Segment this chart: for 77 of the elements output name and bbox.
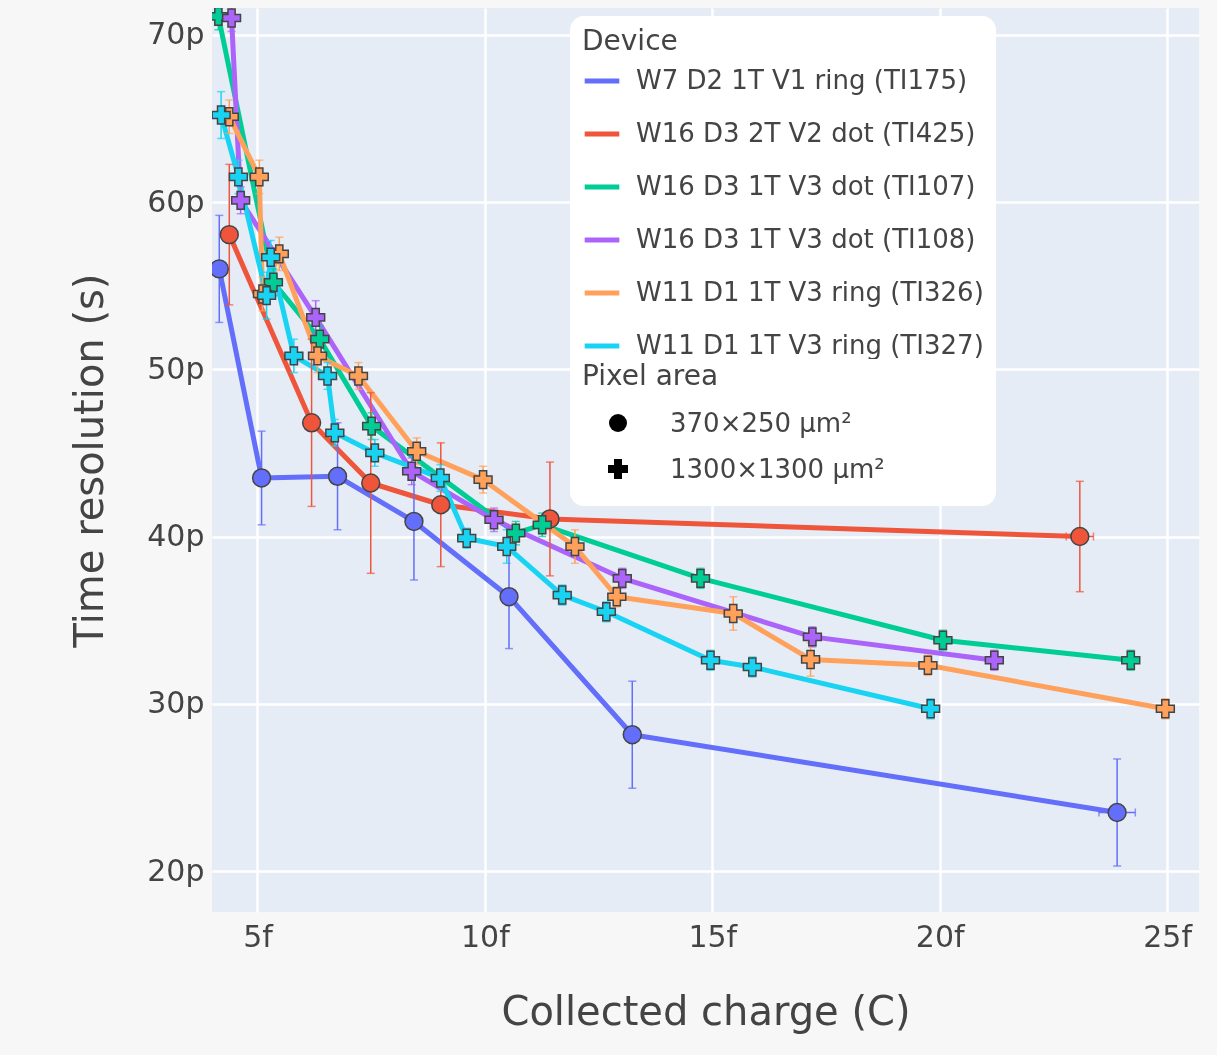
point [431,495,451,515]
point [430,468,451,488]
point [484,510,504,530]
point [473,469,493,490]
legend-label: W16 D3 1T V3 dot (TI107) [636,171,976,201]
point [317,366,338,386]
point [325,423,345,443]
legend-label: W7 D2 1T V1 ring (TI175) [636,65,968,95]
point [249,167,269,187]
point [552,585,572,605]
annotation: Pixel area [582,359,720,392]
point [1070,526,1090,547]
point [933,630,953,650]
x-tick-label: 15f [688,918,739,954]
point [306,307,326,328]
x-tick-label: 10f [461,918,512,954]
point [920,699,941,719]
point [310,329,330,349]
legend-panel: Pixel area 370×250 µm² 1300×1300 µm² [570,359,996,506]
y-tick-label: 30p [147,685,205,721]
y-tick-label: 20p [147,852,205,888]
point [596,602,617,622]
point [263,272,284,292]
point [499,587,519,607]
point [307,346,328,366]
x-axis-title: Collected charge (C) [501,987,911,1034]
annotation: 1300×1300 µm² [670,454,885,484]
point [690,568,711,589]
y-tick-label: 50p [147,350,205,386]
point [219,224,239,245]
point [612,568,632,589]
annotation: 370×250 µm² [670,408,852,438]
legend-label: W16 D3 1T V3 dot (TI108) [636,224,976,254]
legend-label: W11 D1 1T V3 ring (TI326) [636,277,984,307]
legend-title: Device [582,24,678,57]
point [532,515,552,535]
point [800,649,821,670]
x-tick-label: 25f [1143,918,1194,954]
point [365,443,385,463]
point [565,536,585,557]
point [497,536,517,557]
point [918,655,938,675]
point [230,190,251,211]
x-tick-label: 20f [915,918,967,954]
point [348,366,369,386]
point [401,461,422,481]
point [607,587,627,607]
point [1107,802,1127,823]
point [301,413,322,433]
point [327,466,348,486]
point [723,603,743,624]
point [1155,699,1176,719]
point [221,8,242,28]
y-tick-label: 40p [147,518,205,554]
point [457,528,477,548]
y-axis-title: Time resolution (s) [66,273,113,649]
point [284,346,304,366]
point [406,441,427,461]
point [742,657,763,677]
point [361,416,382,436]
y-tick-label: 70p [147,16,205,52]
point [506,523,526,543]
legend-label: W11 D1 1T V3 ring (TI327) [636,330,984,360]
point [1121,650,1141,670]
point [228,167,249,187]
point [260,247,281,267]
point [212,105,231,125]
point [984,650,1005,670]
point [251,468,272,488]
legend-label: W16 D3 2T V2 dot (TI425) [636,118,976,148]
point [404,511,424,532]
y-tick-label: 60p [147,183,205,219]
x-tick-label: 5f [243,918,275,954]
point [622,725,642,745]
point [700,650,721,670]
point [802,627,823,647]
point [361,473,381,493]
